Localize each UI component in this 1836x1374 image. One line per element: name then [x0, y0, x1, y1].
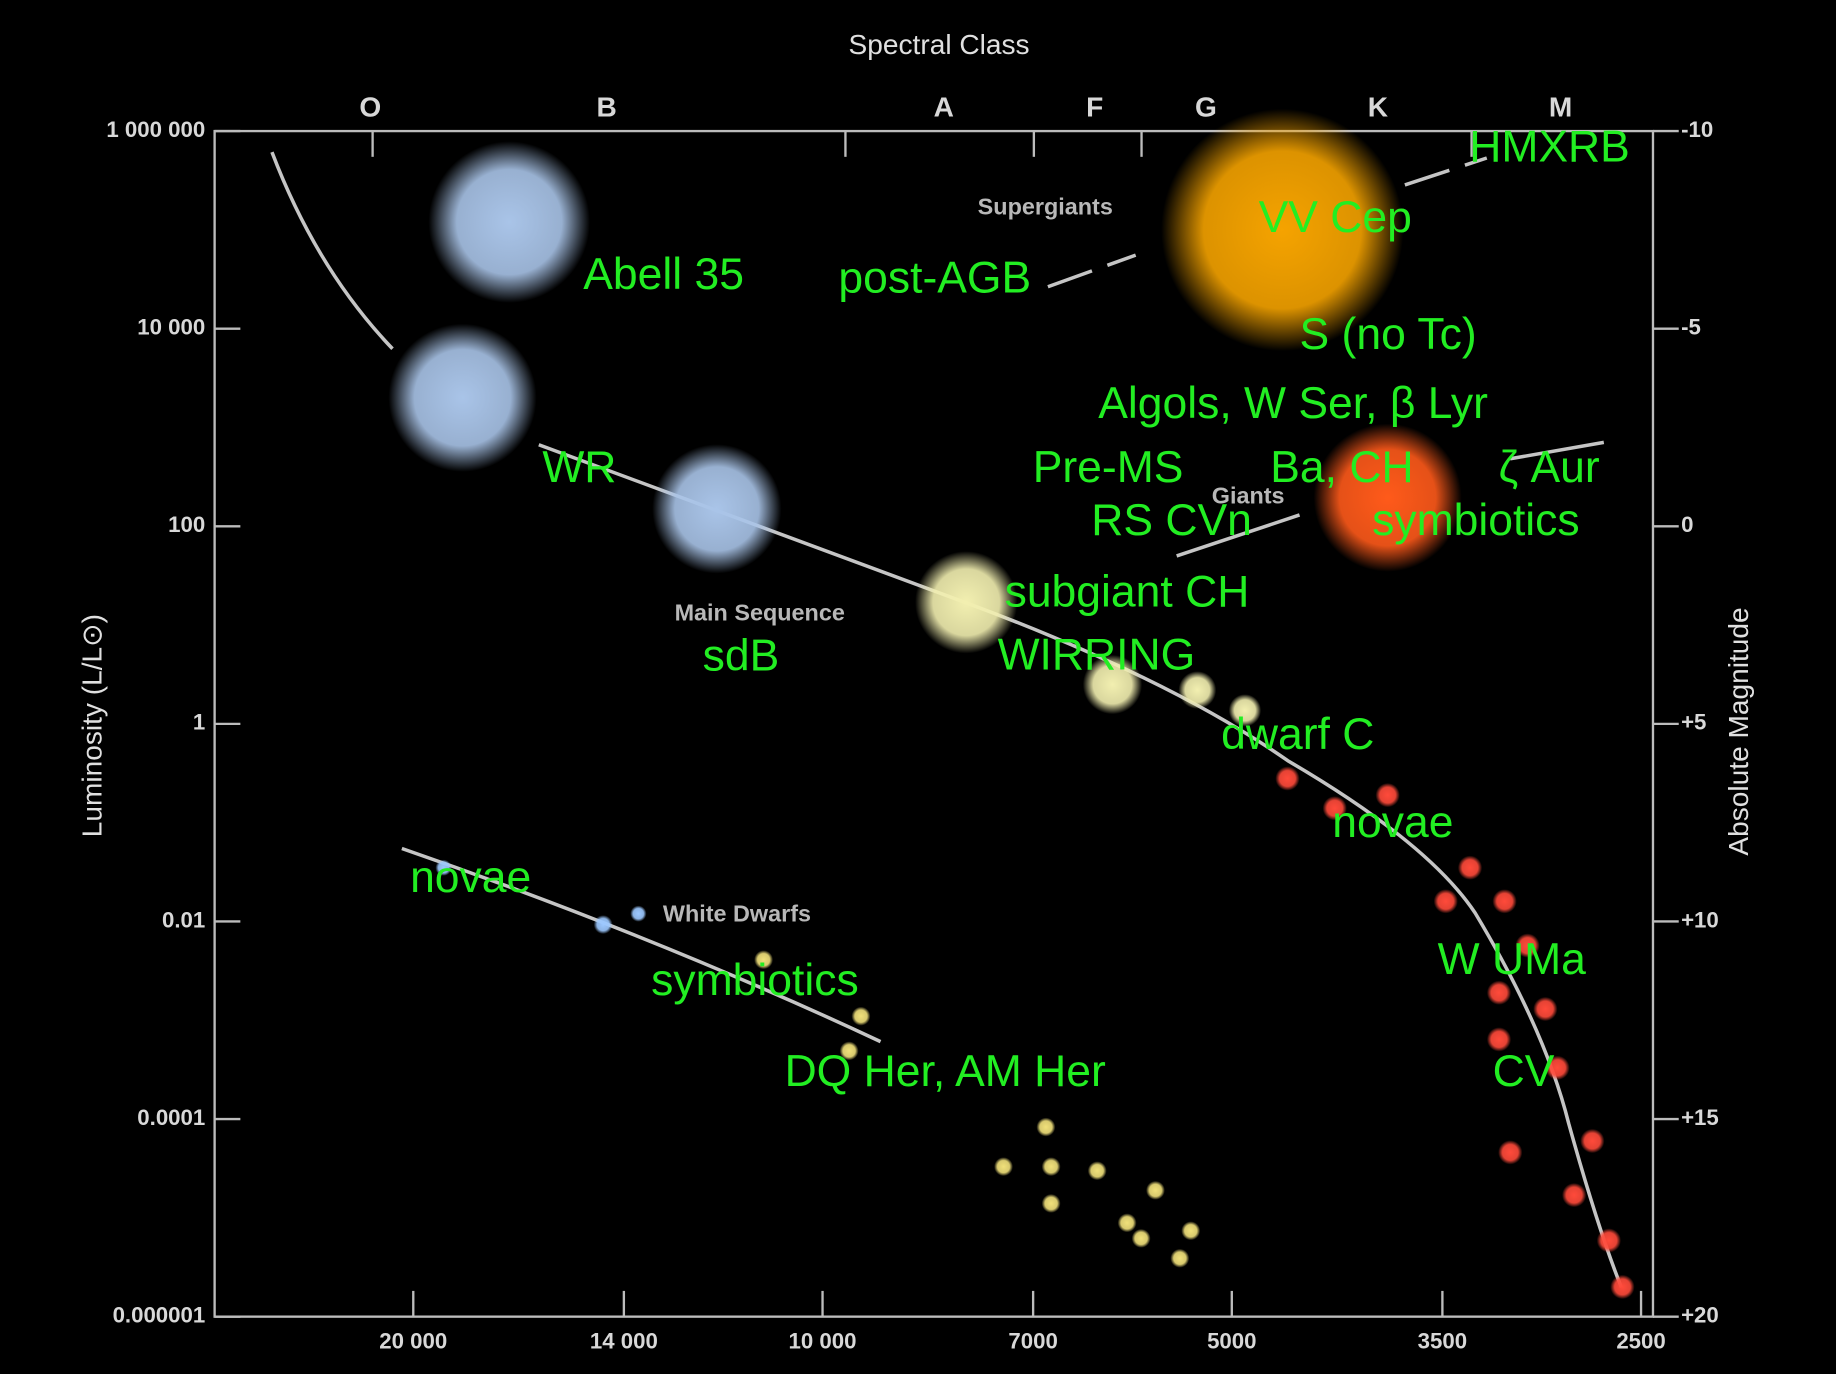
y-tick-label: 0.0001 — [137, 1105, 205, 1130]
annotation: RS CVn — [1091, 496, 1252, 545]
star — [1434, 889, 1458, 913]
star — [1562, 1183, 1586, 1207]
y-tick-label: 1 — [193, 710, 205, 735]
spectral-class-label: G — [1195, 91, 1217, 122]
x-tick-label: 7000 — [1008, 1328, 1057, 1353]
annotation: DQ Her, AM Her — [785, 1047, 1106, 1096]
star — [1132, 1229, 1151, 1248]
star — [1181, 1221, 1200, 1240]
star — [1458, 856, 1482, 880]
annotation: WR — [542, 443, 616, 492]
star — [388, 324, 536, 472]
star — [1533, 997, 1557, 1021]
annotation: symbiotics — [1372, 496, 1580, 545]
star — [652, 444, 781, 573]
annotation: novae — [1332, 798, 1453, 847]
region-label: White Dwarfs — [663, 900, 811, 926]
annotation: subgiant CH — [1005, 567, 1250, 616]
star — [428, 141, 590, 303]
y-axis-title: Luminosity (L/L⊙) — [76, 614, 107, 837]
x-tick-label: 14 000 — [590, 1328, 658, 1353]
star — [1037, 1118, 1056, 1137]
star — [994, 1157, 1013, 1176]
star — [594, 915, 613, 934]
annotation: Abell 35 — [583, 250, 744, 299]
y-tick-label: 0.01 — [162, 907, 205, 932]
star — [1487, 981, 1511, 1005]
star — [1170, 1249, 1189, 1268]
region-label: Main Sequence — [675, 600, 845, 626]
star — [1146, 1181, 1165, 1200]
star — [1492, 889, 1516, 913]
annotation: WIRRING — [998, 630, 1196, 679]
y2-tick-label: +15 — [1681, 1105, 1719, 1130]
top-axis-title: Spectral Class — [849, 29, 1030, 60]
background — [0, 0, 1835, 1374]
y2-tick-label: +5 — [1681, 710, 1706, 735]
y2-tick-label: -5 — [1681, 315, 1701, 340]
x-tick-label: 10 000 — [789, 1328, 857, 1353]
x-tick-label: 3500 — [1418, 1328, 1467, 1353]
annotation: VV Cep — [1259, 193, 1412, 242]
star — [1498, 1140, 1522, 1164]
chart: Spectral Class Luminosity (L/L⊙) Absolut… — [0, 0, 1836, 1374]
spectral-class-label: F — [1086, 91, 1103, 122]
annotation: Ba, CH — [1270, 443, 1413, 492]
star — [1088, 1161, 1107, 1180]
y2-axis-title: Absolute Magnitude — [1723, 607, 1754, 855]
annotation: CV — [1493, 1047, 1555, 1096]
x-tick-label: 2500 — [1616, 1328, 1665, 1353]
y-tick-label: 0.000001 — [113, 1303, 206, 1328]
annotation: symbiotics — [651, 956, 859, 1005]
star — [852, 1007, 871, 1026]
y2-tick-label: +10 — [1681, 907, 1719, 932]
annotation: sdB — [703, 632, 780, 681]
x-tick-label: 20 000 — [379, 1328, 447, 1353]
spectral-class-label: O — [359, 91, 381, 122]
spectral-class-label: K — [1368, 91, 1389, 122]
star — [1118, 1213, 1137, 1232]
star — [1275, 766, 1299, 790]
annotation: Algols, W Ser, β Lyr — [1098, 379, 1488, 428]
page: Spectral Class Luminosity (L/L⊙) Absolut… — [0, 0, 1836, 1374]
x-tick-label: 5000 — [1207, 1328, 1256, 1353]
annotation: post-AGB — [838, 254, 1031, 303]
annotation: ζ Aur — [1498, 443, 1599, 492]
annotation: W UMa — [1438, 935, 1586, 984]
annotation: novae — [410, 853, 531, 902]
star — [1610, 1275, 1634, 1299]
y-tick-label: 1 000 000 — [106, 117, 205, 142]
y-tick-label: 10 000 — [137, 315, 205, 340]
y-tick-label: 100 — [168, 512, 205, 537]
annotation: S (no Tc) — [1300, 310, 1477, 359]
y2-tick-label: +20 — [1681, 1303, 1719, 1328]
spectral-class-label: M — [1549, 91, 1572, 122]
star — [1580, 1129, 1604, 1153]
annotation: dwarf C — [1221, 710, 1374, 759]
star — [1597, 1228, 1621, 1252]
star — [1042, 1194, 1061, 1213]
y2-tick-label: 0 — [1681, 512, 1693, 537]
spectral-class-label: B — [597, 91, 617, 122]
annotation: Pre-MS — [1033, 443, 1184, 492]
spectral-class-label: A — [934, 91, 954, 122]
annotation: HMXRB — [1469, 123, 1630, 172]
star — [1042, 1157, 1061, 1176]
y2-tick-label: -10 — [1681, 117, 1713, 142]
region-label: Supergiants — [978, 194, 1113, 220]
star — [630, 906, 646, 922]
